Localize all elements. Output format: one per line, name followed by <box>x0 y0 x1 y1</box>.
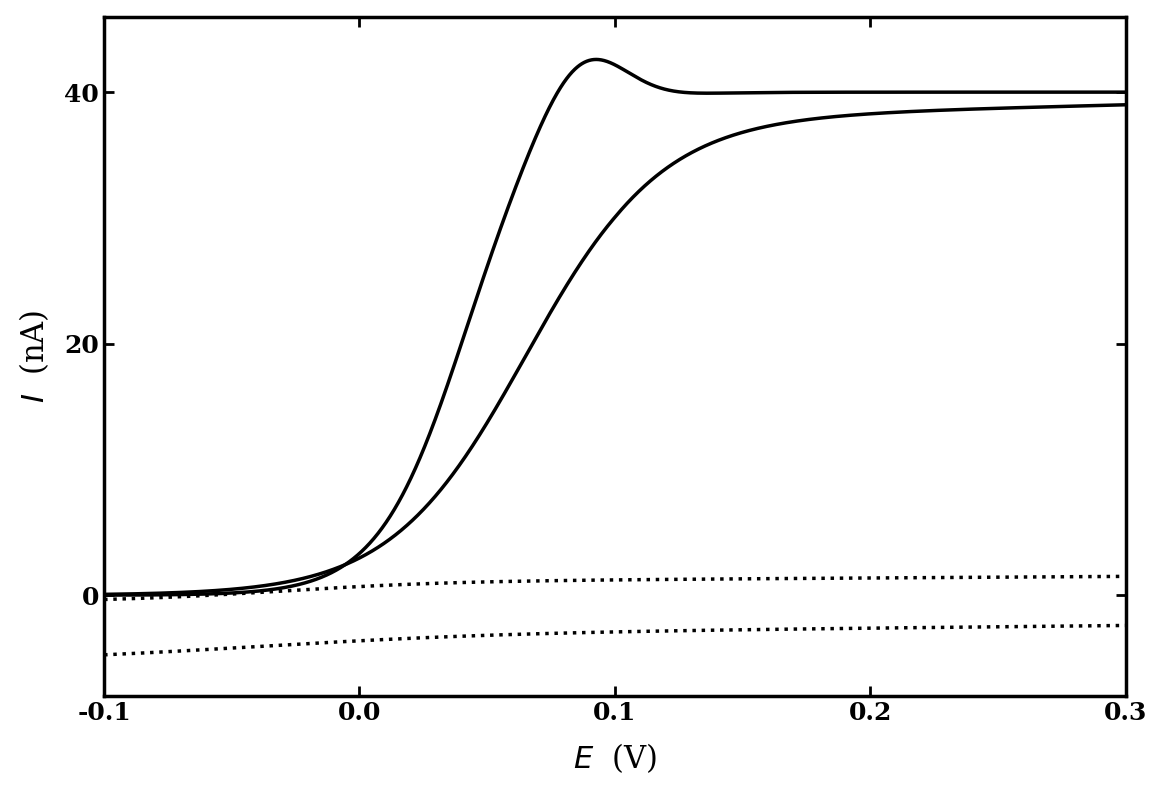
X-axis label: $\mathit{E}$  (V): $\mathit{E}$ (V) <box>573 741 656 775</box>
Y-axis label: $\mathit{I}$  (nA): $\mathit{I}$ (nA) <box>16 310 50 403</box>
